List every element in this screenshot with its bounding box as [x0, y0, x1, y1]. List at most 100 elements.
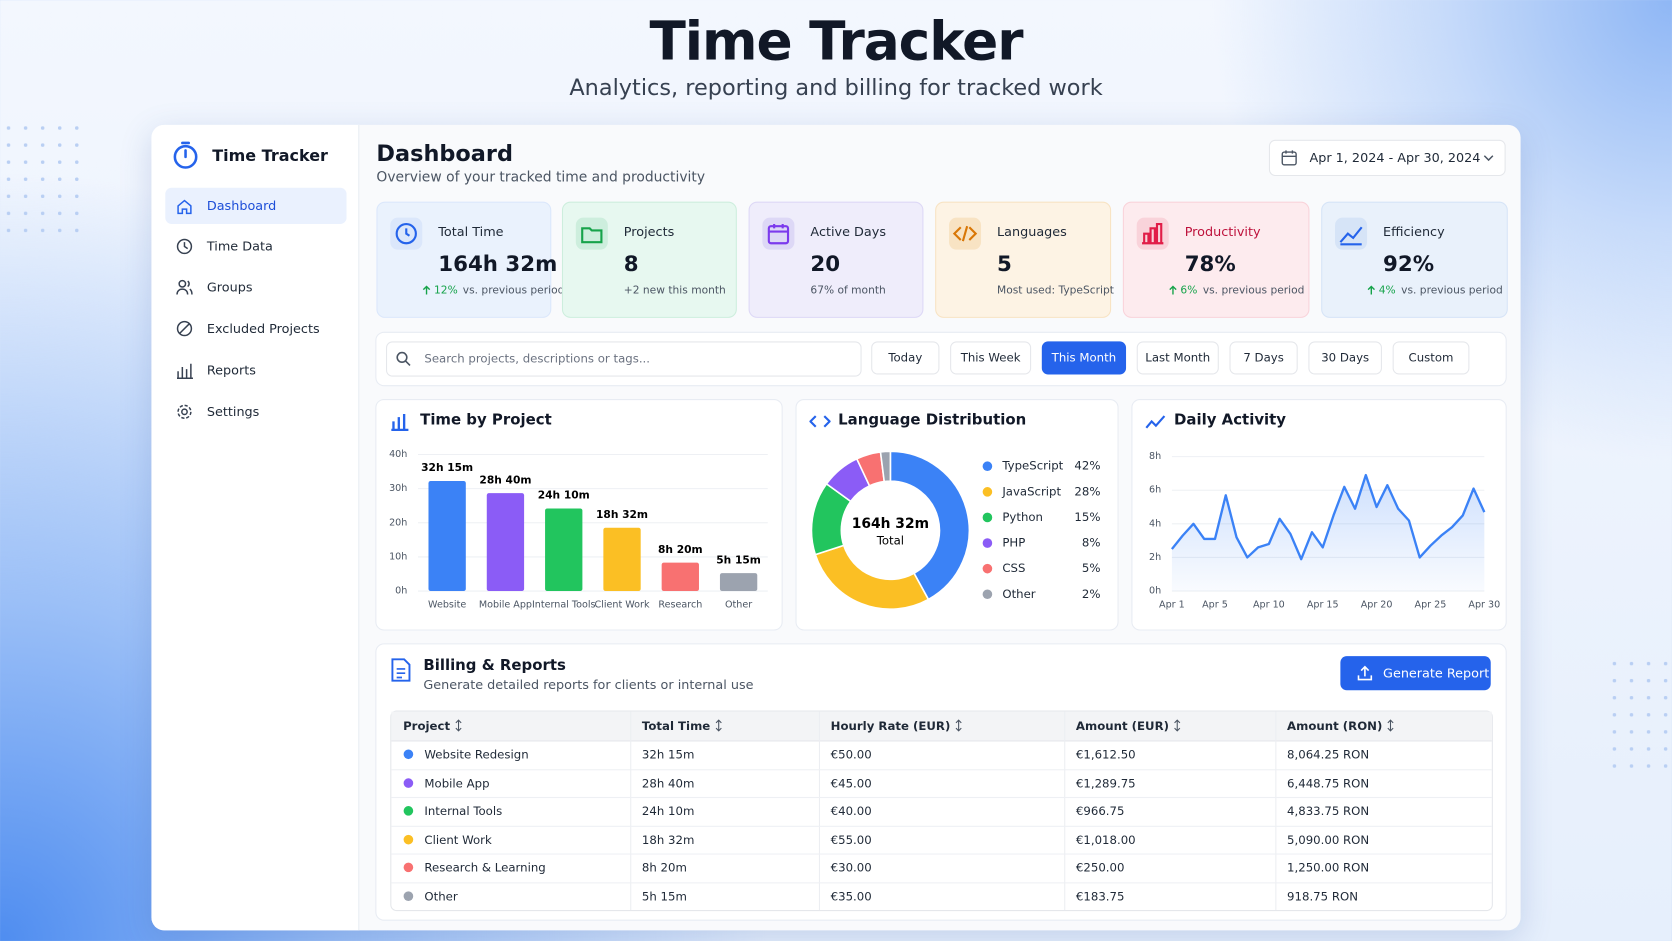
table-cell: Mobile App: [424, 776, 490, 791]
stat-icon-glyph: [581, 227, 603, 244]
row-divider: [391, 882, 1492, 884]
dashboard-subtitle: Overview of your tracked time and produc…: [376, 169, 706, 186]
table-cell: Internal Tools: [424, 804, 503, 819]
range-button[interactable]: Custom: [1392, 341, 1470, 375]
chart: 0h 10h 20h 30h 40h 32h 15m Website 28h 40m Mobil…: [389, 449, 768, 610]
nav-item[interactable]: Settings: [165, 394, 346, 430]
table-cell: 8,064.25 RON: [1287, 747, 1370, 762]
range-button[interactable]: This Month: [1041, 341, 1127, 375]
table-cell: 4,833.75 RON: [1287, 804, 1370, 819]
stat-card: Projects 8 +2 new this month: [561, 201, 737, 318]
range-button[interactable]: 7 Days: [1229, 341, 1298, 375]
x-tick-label: Client Work: [595, 599, 650, 610]
y-tick-label: 0h: [395, 586, 407, 597]
table-cell: Client Work: [424, 833, 492, 847]
bar: [603, 527, 641, 592]
legend-label: Python: [1002, 510, 1043, 524]
y-tick-label: 20h: [389, 517, 407, 528]
bar: [545, 508, 583, 592]
stat-label: Efficiency: [1383, 224, 1445, 239]
column-header[interactable]: Project: [403, 719, 451, 733]
y-tick-label: 2h: [1149, 552, 1161, 563]
center-sublabel: Total: [876, 533, 904, 547]
table-cell: €35.00: [830, 889, 872, 904]
document-icon: [391, 658, 411, 682]
y-tick-label: 30h: [389, 483, 407, 494]
nav-icon: [177, 404, 192, 419]
y-tick-label: 10h: [389, 551, 407, 562]
x-tick-label: Mobile App: [479, 599, 532, 610]
legend-swatch: [982, 512, 993, 523]
chart-card: [1131, 399, 1507, 631]
table-cell: 8h 20m: [641, 861, 687, 876]
column-header[interactable]: Amount (EUR): [1075, 719, 1169, 733]
column-header[interactable]: Hourly Rate (EUR): [830, 719, 951, 733]
bar: [719, 573, 758, 592]
stat-value: 92%: [1383, 250, 1435, 277]
nav-item[interactable]: Excluded Projects: [165, 310, 346, 346]
y-tick-label: 40h: [389, 449, 407, 460]
sidebar: [151, 124, 360, 931]
range-button[interactable]: 30 Days: [1308, 341, 1382, 375]
stat-card: Productivity 78% 6% vs. previous period: [1122, 201, 1310, 318]
range-button[interactable]: Last Month: [1136, 341, 1219, 375]
stat-icon: [762, 217, 795, 250]
nav-item[interactable]: Reports: [165, 352, 346, 388]
decor-dots: [0, 119, 86, 237]
table-cell: 1,250.00 RON: [1287, 861, 1370, 876]
range-label: 30 Days: [1321, 351, 1370, 365]
stat-icon-glyph: [767, 224, 790, 245]
search-box[interactable]: Search projects, descriptions or tags...: [386, 341, 862, 377]
range-button[interactable]: This Week: [950, 341, 1032, 375]
table-cell: €55.00: [830, 833, 872, 847]
stat-card: Efficiency 92% 4% vs. previous period: [1321, 201, 1508, 318]
stat-icon-glyph: [952, 225, 978, 242]
table-cell: €1,018.00: [1075, 833, 1136, 847]
table-cell: €50.00: [830, 747, 872, 762]
legend-label: CSS: [1002, 561, 1025, 575]
legend-swatch: [982, 589, 993, 600]
column-header[interactable]: Amount (RON): [1287, 719, 1383, 733]
x-tick-label: Apr 15: [1307, 599, 1339, 610]
table-header: [391, 711, 1492, 742]
legend-value: 5%: [1082, 561, 1101, 575]
generate-report-button[interactable]: Generate Report: [1340, 656, 1491, 691]
nav-label: Groups: [206, 279, 253, 295]
table-cell: 28h 40m: [641, 776, 695, 791]
row-dot-fill: [403, 862, 414, 873]
stat-note: Most used: TypeScript: [997, 284, 1114, 297]
legend-label: Other: [1002, 587, 1035, 601]
column-divider: [818, 711, 821, 911]
upload-icon: [1357, 665, 1373, 681]
x-tick-label: Apr 25: [1415, 599, 1447, 610]
nav-item[interactable]: Time Data: [165, 228, 346, 264]
stat-change: 6%: [1180, 284, 1198, 297]
x-tick-label: Research: [658, 599, 702, 610]
search-icon: [396, 351, 411, 366]
column-header[interactable]: Total Time: [641, 719, 711, 733]
nav-item[interactable]: Groups: [165, 269, 346, 305]
range-button[interactable]: Today: [871, 341, 940, 375]
table-cell: €30.00: [830, 861, 872, 876]
stat-label: Projects: [623, 224, 675, 239]
billing-table: Project Total Time Hourly Rate (EUR) Amount…: [390, 710, 1493, 912]
stat-icon-glyph: [395, 222, 417, 245]
bar-value-label: 32h 15m: [421, 461, 473, 474]
date-range: Apr 1, 2024 - Apr 30, 2024: [1309, 150, 1481, 166]
page-subtitle: Analytics, reporting and billing for tra…: [569, 74, 1103, 101]
column-divider: [1064, 711, 1066, 911]
stat-value: 164h 32m: [438, 250, 558, 277]
legend-value: 2%: [1082, 587, 1101, 601]
billing-title: Billing & Reports: [423, 657, 566, 675]
legend-value: 8%: [1082, 536, 1101, 550]
nav-item[interactable]: Dashboard: [165, 187, 347, 225]
chevron-icon: [1483, 155, 1494, 162]
stat-label: Productivity: [1184, 224, 1261, 239]
x-tick-label: Apr 5: [1202, 599, 1228, 610]
table-cell: €45.00: [830, 776, 872, 791]
legend-label: PHP: [1002, 536, 1025, 550]
date-picker[interactable]: Apr 1, 2024 - Apr 30, 2024: [1268, 139, 1506, 177]
bar-value-label: 8h 20m: [658, 543, 703, 556]
calendar-icon: [1281, 150, 1297, 166]
bar: [428, 480, 466, 592]
